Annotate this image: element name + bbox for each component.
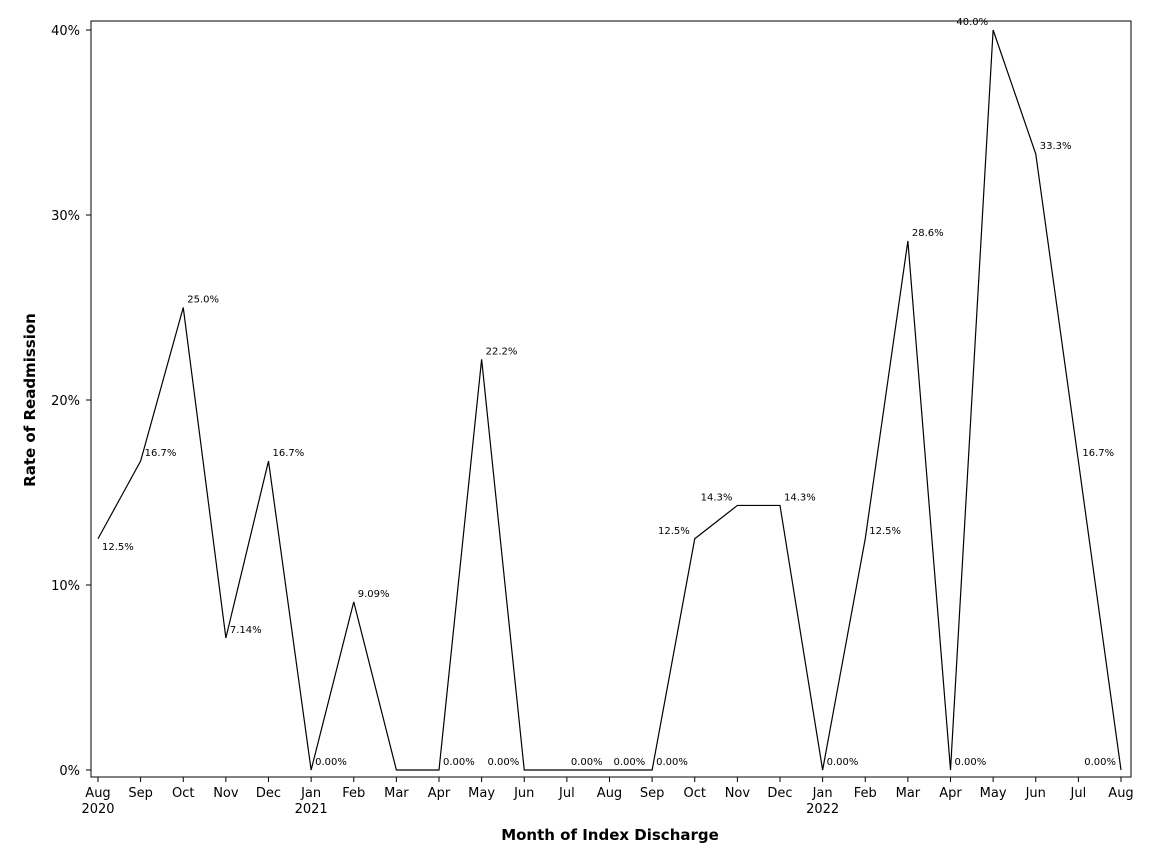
data-label: 14.3% bbox=[784, 492, 816, 503]
x-year-label: 2020 bbox=[81, 802, 114, 817]
x-tick-label: Mar bbox=[384, 786, 409, 801]
x-tick-label: May bbox=[468, 786, 495, 801]
data-label: 7.14% bbox=[230, 625, 262, 636]
y-tick-label: 40% bbox=[51, 24, 80, 39]
x-tick-label: Mar bbox=[896, 786, 921, 801]
data-label: 40.0% bbox=[956, 17, 988, 28]
x-tick-label: Feb bbox=[342, 786, 365, 801]
x-tick-label: Jan bbox=[300, 786, 321, 801]
data-label: 16.7% bbox=[1082, 448, 1114, 459]
data-label: 33.3% bbox=[1040, 141, 1072, 152]
data-label: 22.2% bbox=[486, 346, 518, 357]
x-tick-label: Apr bbox=[428, 786, 451, 801]
data-label: 12.5% bbox=[102, 542, 134, 553]
data-label: 28.6% bbox=[912, 228, 944, 239]
plot-frame bbox=[90, 20, 1132, 778]
x-tick-label: Jun bbox=[513, 786, 534, 801]
series-line bbox=[97, 29, 1122, 771]
y-tick-label: 20% bbox=[51, 394, 80, 409]
x-tick-label: Jul bbox=[558, 786, 575, 801]
data-label: 0.00% bbox=[955, 757, 987, 768]
x-tick-label: Sep bbox=[640, 786, 665, 801]
x-tick-label: Aug bbox=[597, 786, 622, 801]
x-tick-label: Nov bbox=[725, 786, 751, 801]
x-year-label: 2022 bbox=[806, 802, 839, 817]
data-label: 0.00% bbox=[1084, 757, 1116, 768]
data-label: 0.00% bbox=[614, 757, 646, 768]
data-label: 12.5% bbox=[869, 526, 901, 537]
x-tick-label: Apr bbox=[939, 786, 962, 801]
x-tick-label: Oct bbox=[684, 786, 706, 801]
y-tick-label: 0% bbox=[59, 764, 80, 779]
data-labels: 12.5% 16.7% 25.0% 7.14% 16.7% 0.00% 9.09% 0.00%… bbox=[102, 17, 1116, 768]
x-tick-label: Jul bbox=[1070, 786, 1087, 801]
data-label: 0.00% bbox=[487, 757, 519, 768]
y-tick-label: 10% bbox=[51, 579, 80, 594]
y-tick-label: 30% bbox=[51, 209, 80, 224]
x-axis: Aug Sep Oct Nov Dec Jan Feb Mar Apr May Jun Jul Aug S… bbox=[81, 777, 1134, 817]
data-label: 0.00% bbox=[827, 757, 859, 768]
data-label: 0.00% bbox=[443, 757, 475, 768]
x-tick-label: Dec bbox=[256, 786, 281, 801]
data-label: 12.5% bbox=[658, 526, 690, 537]
x-year-label: 2021 bbox=[295, 802, 328, 817]
x-tick-label: Nov bbox=[213, 786, 239, 801]
x-tick-label: Sep bbox=[128, 786, 153, 801]
x-tick-label: Aug bbox=[1108, 786, 1133, 801]
y-axis-title: Rate of Readmission bbox=[21, 313, 39, 487]
data-label: 16.7% bbox=[273, 448, 305, 459]
y-axis: 0% 10% 20% 30% 40% bbox=[51, 24, 91, 779]
data-label: 0.00% bbox=[571, 757, 603, 768]
x-tick-label: Dec bbox=[767, 786, 792, 801]
x-tick-label: Aug bbox=[85, 786, 110, 801]
data-label: 25.0% bbox=[187, 295, 219, 306]
x-axis-title: Month of Index Discharge bbox=[501, 826, 719, 844]
data-label: 16.7% bbox=[145, 448, 177, 459]
x-tick-label: Jan bbox=[812, 786, 833, 801]
data-label: 14.3% bbox=[701, 492, 733, 503]
x-tick-label: Oct bbox=[172, 786, 194, 801]
data-label: 0.00% bbox=[315, 757, 347, 768]
data-label: 0.00% bbox=[656, 757, 688, 768]
data-label: 9.09% bbox=[358, 589, 390, 600]
x-tick-label: Jun bbox=[1025, 786, 1046, 801]
x-tick-label: May bbox=[980, 786, 1007, 801]
x-tick-label: Feb bbox=[854, 786, 877, 801]
